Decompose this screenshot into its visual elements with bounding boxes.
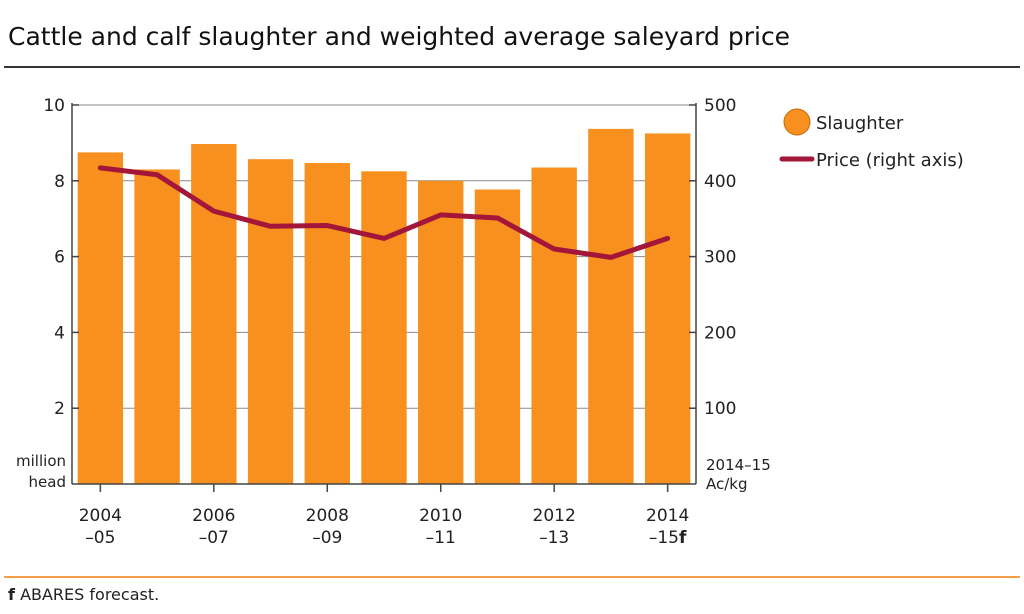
slaughter-bar xyxy=(361,171,407,484)
price-line-group xyxy=(97,165,671,260)
x-tick-label-year: 2008 xyxy=(306,506,349,526)
footnote: f ABARES forecast. xyxy=(8,585,159,604)
x-tick-label-year: 2012 xyxy=(533,506,576,526)
left-tick-label: 6 xyxy=(54,248,65,268)
slaughter-bar xyxy=(588,128,634,484)
footnote-text: ABARES forecast. xyxy=(20,585,160,604)
slaughter-bar xyxy=(304,162,350,484)
left-unit-label-line1: million xyxy=(16,452,66,470)
slaughter-bar xyxy=(77,152,124,484)
right-tick-label: 300 xyxy=(704,248,736,268)
x-tick-label-suffix: –15f xyxy=(649,528,687,548)
x-tick-label-suffix: –11 xyxy=(426,528,456,548)
footnote-rule xyxy=(4,576,1020,578)
x-tick-label-suffix: –05 xyxy=(85,528,115,548)
legend-slaughter-swatch xyxy=(783,108,811,136)
x-tick-label-year: 2004 xyxy=(79,506,122,526)
slaughter-bar xyxy=(247,159,294,484)
legend-slaughter-label: Slaughter xyxy=(816,113,904,134)
slaughter-bar xyxy=(644,133,691,485)
left-tick-label: 10 xyxy=(43,96,65,116)
x-tick-label-suffix: –07 xyxy=(199,528,229,548)
right-tick-label: 200 xyxy=(704,323,736,343)
slaughter-bar xyxy=(134,169,180,484)
right-tick-label: 400 xyxy=(704,172,736,192)
left-tick-label: 2 xyxy=(54,399,65,419)
slaughter-bar xyxy=(474,189,521,484)
left-tick-label: 4 xyxy=(54,323,65,343)
right-tick-label: 500 xyxy=(704,96,736,116)
left-unit-label-line2: head xyxy=(29,473,66,491)
x-tick-label-suffix: –13 xyxy=(539,528,569,548)
legend: Slaughter Price (right axis) xyxy=(779,108,964,171)
footnote-marker: f xyxy=(8,585,15,604)
slaughter-bar xyxy=(531,167,577,484)
forecast-marker: f xyxy=(679,528,687,548)
right-tick-label: 100 xyxy=(704,399,736,419)
left-tick-label: 8 xyxy=(54,172,65,192)
x-tick-label-year: 2014 xyxy=(646,506,689,526)
axis-labels: 2468101002003004005002004–052006–072008–… xyxy=(16,96,771,548)
slaughter-bars xyxy=(77,128,691,485)
slaughter-bar xyxy=(191,144,237,485)
slaughter-bar xyxy=(418,180,464,485)
chart-title: Cattle and calf slaughter and weighted a… xyxy=(8,22,791,51)
legend-price-label: Price (right axis) xyxy=(816,150,964,171)
x-tick-label-year: 2006 xyxy=(192,506,235,526)
x-tick-label-suffix: –09 xyxy=(312,528,342,548)
axes xyxy=(71,103,697,492)
right-unit-label-line1: 2014–15 xyxy=(706,456,771,474)
x-tick-label-year: 2010 xyxy=(419,506,462,526)
title-rule xyxy=(4,66,1020,68)
right-unit-label-line2: Ac/kg xyxy=(706,475,748,493)
